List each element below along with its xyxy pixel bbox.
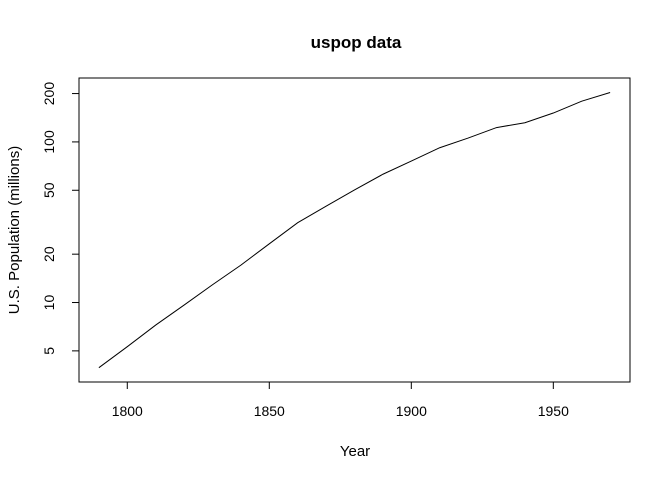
y-axis: 5 10 20 50 100 200 (41, 82, 79, 355)
y-tick-label: 10 (41, 295, 57, 311)
x-axis: 1800 1850 1900 1950 (112, 382, 569, 419)
plot-frame (78, 77, 631, 383)
chart-title: uspop data (311, 33, 402, 52)
x-tick-label: 1900 (396, 403, 427, 419)
x-axis-label: Year (340, 443, 370, 460)
series-layer (98, 91, 611, 369)
y-tick-label: 200 (41, 82, 57, 106)
y-tick-label: 20 (41, 246, 57, 262)
y-tick-label: 5 (41, 347, 57, 355)
x-tick-label: 1850 (254, 403, 285, 419)
y-axis-label: U.S. Population (millions) (6, 146, 23, 314)
y-tick-label: 100 (41, 130, 57, 154)
y-tick-label: 50 (41, 182, 57, 198)
x-tick-label: 1950 (538, 403, 569, 419)
series-line (98, 91, 611, 369)
x-tick-label: 1800 (112, 403, 143, 419)
